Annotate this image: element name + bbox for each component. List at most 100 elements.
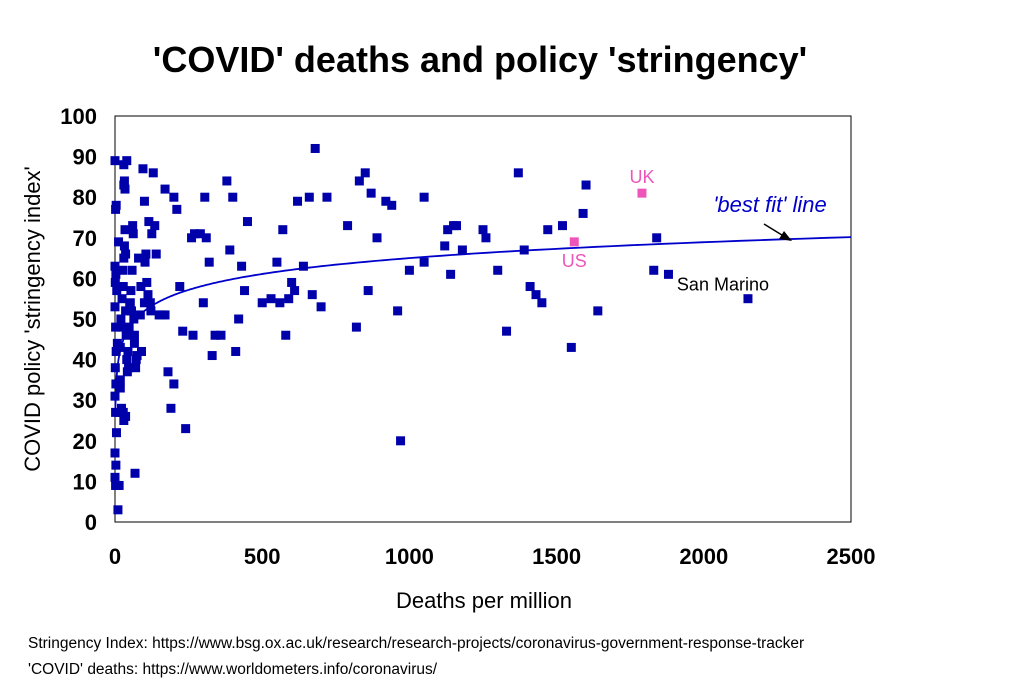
plot-frame <box>114 115 852 523</box>
data-point <box>115 375 125 385</box>
data-point <box>114 237 124 247</box>
data-point <box>381 196 391 206</box>
data-point <box>457 245 467 255</box>
data-point <box>138 164 148 174</box>
data-point <box>216 330 226 340</box>
y-tick-label: 10 <box>73 469 97 494</box>
data-point <box>513 168 523 178</box>
data-point <box>119 241 129 251</box>
data-point <box>200 192 210 202</box>
data-point <box>281 330 291 340</box>
data-point <box>129 330 139 340</box>
data-point <box>122 355 132 365</box>
data-point <box>343 221 353 231</box>
data-point <box>135 310 145 320</box>
data-point <box>290 286 300 296</box>
data-point <box>143 290 153 300</box>
data-point <box>201 233 211 243</box>
data-point <box>110 156 120 166</box>
scatter-chart: 'COVID' deaths and policy 'stringency' 0… <box>20 39 875 613</box>
data-point <box>139 196 149 206</box>
data-point <box>129 338 139 348</box>
data-point <box>142 277 152 287</box>
data-point <box>146 306 156 316</box>
highlight-point <box>569 237 579 247</box>
highlight-label: US <box>562 251 587 271</box>
data-point <box>366 188 376 198</box>
data-point <box>525 282 535 292</box>
data-point <box>275 298 285 308</box>
data-point <box>114 480 124 490</box>
data-point <box>578 208 588 218</box>
data-point <box>743 294 753 304</box>
data-point <box>125 298 135 308</box>
data-point <box>119 180 129 190</box>
data-point <box>111 269 121 279</box>
data-point <box>278 225 288 235</box>
data-point <box>652 233 662 243</box>
data-point <box>116 314 126 324</box>
best-fit-line <box>114 236 852 417</box>
data-point <box>272 257 282 267</box>
data-point <box>120 225 130 235</box>
data-point <box>307 290 317 300</box>
data-point <box>110 391 120 401</box>
x-tick-label: 2000 <box>679 544 728 569</box>
data-point <box>663 269 673 279</box>
data-point <box>181 424 191 434</box>
data-point <box>111 428 121 438</box>
y-tick-label: 60 <box>73 266 97 291</box>
data-point <box>163 367 173 377</box>
data-point <box>121 330 131 340</box>
data-point <box>118 265 128 275</box>
data-point <box>566 342 576 352</box>
data-point <box>372 233 382 243</box>
data-point <box>145 298 155 308</box>
data-point <box>112 338 122 348</box>
data-point <box>175 282 185 292</box>
data-point <box>304 192 314 202</box>
data-point <box>122 367 132 377</box>
data-point <box>121 411 131 421</box>
data-point <box>121 249 131 259</box>
data-point <box>124 322 134 332</box>
data-point <box>419 257 429 267</box>
data-point <box>141 249 151 259</box>
data-point <box>440 241 450 251</box>
data-point <box>481 233 491 243</box>
deaths-source: 'COVID' deaths: https://www.worldometers… <box>28 661 438 678</box>
data-point <box>188 330 198 340</box>
data-point <box>147 229 157 239</box>
highlight-point <box>637 188 647 198</box>
data-point <box>129 314 139 324</box>
data-point <box>136 282 146 292</box>
data-point <box>316 302 326 312</box>
data-point <box>351 322 361 332</box>
data-point <box>443 225 453 235</box>
y-tick-label: 20 <box>73 429 97 454</box>
x-tick-label: 0 <box>109 544 121 569</box>
data-point <box>131 363 141 373</box>
data-point <box>287 277 297 287</box>
data-point <box>160 310 170 320</box>
data-point <box>240 286 250 296</box>
data-point <box>128 221 138 231</box>
data-point <box>207 351 217 361</box>
data-point <box>169 192 179 202</box>
data-point <box>117 294 127 304</box>
data-point <box>110 277 120 287</box>
data-point <box>123 346 133 356</box>
y-tick-label: 50 <box>73 307 97 332</box>
data-point <box>557 221 567 231</box>
data-point <box>110 363 120 373</box>
data-point <box>111 200 121 210</box>
y-tick-label: 0 <box>85 510 97 535</box>
data-point <box>126 306 136 316</box>
data-point <box>195 229 205 239</box>
data-point <box>112 286 122 296</box>
data-point <box>204 257 214 267</box>
data-point <box>493 265 503 275</box>
best-fit-arrow-head <box>779 231 792 241</box>
data-point <box>198 298 208 308</box>
data-point <box>150 221 160 231</box>
